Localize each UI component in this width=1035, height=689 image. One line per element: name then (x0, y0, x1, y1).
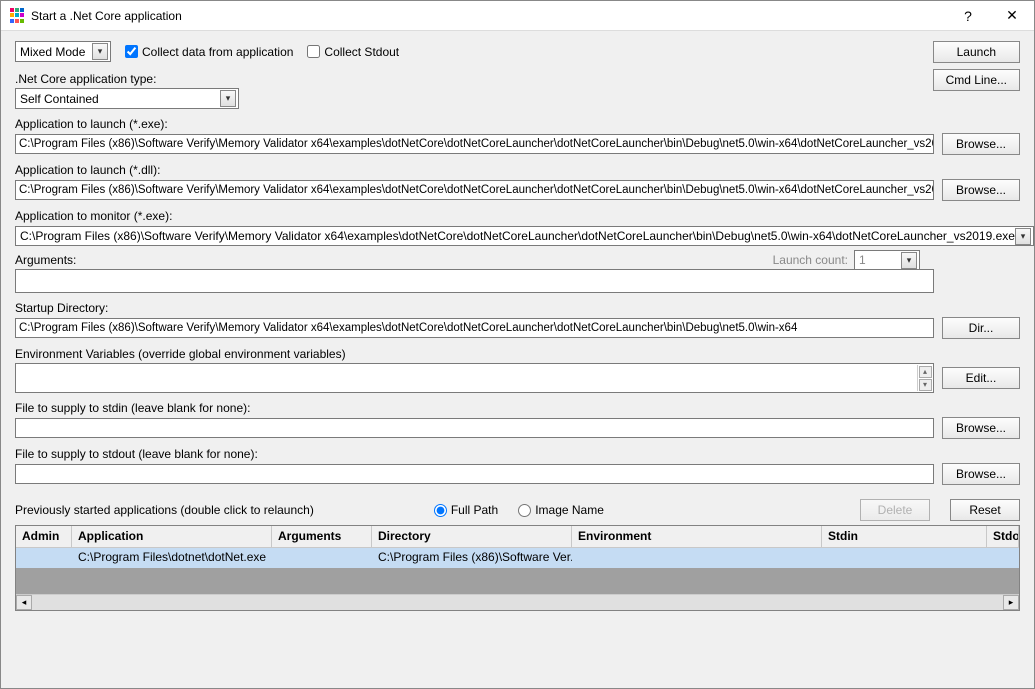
monitor-exe-value: C:\Program Files (x86)\Software Verify\M… (20, 229, 1015, 243)
apptype-value: Self Contained (20, 92, 99, 106)
envvars-input[interactable]: ▴▾ (15, 363, 934, 393)
collect-stdout-checkbox[interactable]: Collect Stdout (307, 45, 399, 59)
scroll-left-icon[interactable]: ◂ (16, 595, 32, 610)
stdout-input[interactable] (15, 464, 934, 484)
stdin-input[interactable] (15, 418, 934, 438)
scroll-track[interactable] (32, 595, 1003, 610)
launch-exe-input[interactable]: C:\Program Files (x86)\Software Verify\M… (15, 134, 934, 154)
browse-stdout-button[interactable]: Browse... (942, 463, 1020, 485)
app-icon (9, 8, 25, 24)
history-table: Admin Application Arguments Directory En… (15, 525, 1020, 611)
launch-dll-input[interactable]: C:\Program Files (x86)\Software Verify\M… (15, 180, 934, 200)
scroll-right-icon[interactable]: ▸ (1003, 595, 1019, 610)
imagename-radio[interactable]: Image Name (518, 503, 604, 517)
spinner[interactable]: ▴▾ (917, 365, 932, 391)
collect-data-checkbox[interactable]: Collect data from application (125, 45, 293, 59)
stdout-label: File to supply to stdout (leave blank fo… (15, 447, 1020, 461)
browse-exe-button[interactable]: Browse... (942, 133, 1020, 155)
arguments-input[interactable] (15, 269, 934, 293)
window-title: Start a .Net Core application (31, 9, 946, 23)
launch-dll-label: Application to launch (*.dll): (15, 163, 1020, 177)
monitor-exe-label: Application to monitor (*.exe): (15, 209, 1020, 223)
browse-stdin-button[interactable]: Browse... (942, 417, 1020, 439)
titlebar: Start a .Net Core application ? ✕ (1, 1, 1034, 31)
launch-exe-label: Application to launch (*.exe): (15, 117, 1020, 131)
launch-count-label: Launch count: (773, 253, 848, 267)
th-directory[interactable]: Directory (372, 526, 572, 548)
chevron-down-icon (92, 43, 108, 60)
browse-dll-button[interactable]: Browse... (942, 179, 1020, 201)
startup-dir-label: Startup Directory: (15, 301, 1020, 315)
horizontal-scrollbar[interactable]: ◂ ▸ (16, 594, 1019, 610)
dialog-window: Start a .Net Core application ? ✕ Launch… (0, 0, 1035, 689)
th-stdout[interactable]: Stdo (987, 526, 1019, 548)
chevron-down-icon (901, 252, 917, 269)
help-button[interactable]: ? (946, 1, 990, 31)
table-empty-area (16, 568, 1019, 594)
prev-label: Previously started applications (double … (15, 503, 314, 517)
chevron-down-icon (1015, 228, 1031, 245)
th-environment[interactable]: Environment (572, 526, 822, 548)
apptype-label: .Net Core application type: (15, 72, 1020, 86)
chevron-down-icon (220, 90, 236, 107)
table-header: Admin Application Arguments Directory En… (16, 526, 1019, 548)
cmdline-button[interactable]: Cmd Line... (933, 69, 1020, 91)
monitor-exe-combo[interactable]: C:\Program Files (x86)\Software Verify\M… (15, 226, 1034, 246)
stdin-label: File to supply to stdin (leave blank for… (15, 401, 1020, 415)
close-button[interactable]: ✕ (990, 1, 1034, 31)
dialog-content: Launch Cmd Line... Mixed Mode Collect da… (1, 31, 1034, 688)
reset-button[interactable]: Reset (950, 499, 1020, 521)
launch-count-combo[interactable]: 1 (854, 250, 920, 270)
startup-dir-input[interactable]: C:\Program Files (x86)\Software Verify\M… (15, 318, 934, 338)
th-stdin[interactable]: Stdin (822, 526, 987, 548)
mode-value: Mixed Mode (20, 45, 85, 59)
th-arguments[interactable]: Arguments (272, 526, 372, 548)
fullpath-radio[interactable]: Full Path (434, 503, 498, 517)
delete-button[interactable]: Delete (860, 499, 930, 521)
launch-button[interactable]: Launch (933, 41, 1020, 63)
mode-combo[interactable]: Mixed Mode (15, 41, 111, 62)
collect-data-check[interactable] (125, 45, 138, 58)
envvars-label: Environment Variables (override global e… (15, 347, 1020, 361)
arguments-label: Arguments: (15, 253, 76, 267)
table-row[interactable]: C:\Program Files\dotnet\dotNet.exe C:\Pr… (16, 548, 1019, 568)
dir-button[interactable]: Dir... (942, 317, 1020, 339)
collect-stdout-check[interactable] (307, 45, 320, 58)
apptype-combo[interactable]: Self Contained (15, 88, 239, 109)
th-application[interactable]: Application (72, 526, 272, 548)
edit-env-button[interactable]: Edit... (942, 367, 1020, 389)
th-admin[interactable]: Admin (16, 526, 72, 548)
